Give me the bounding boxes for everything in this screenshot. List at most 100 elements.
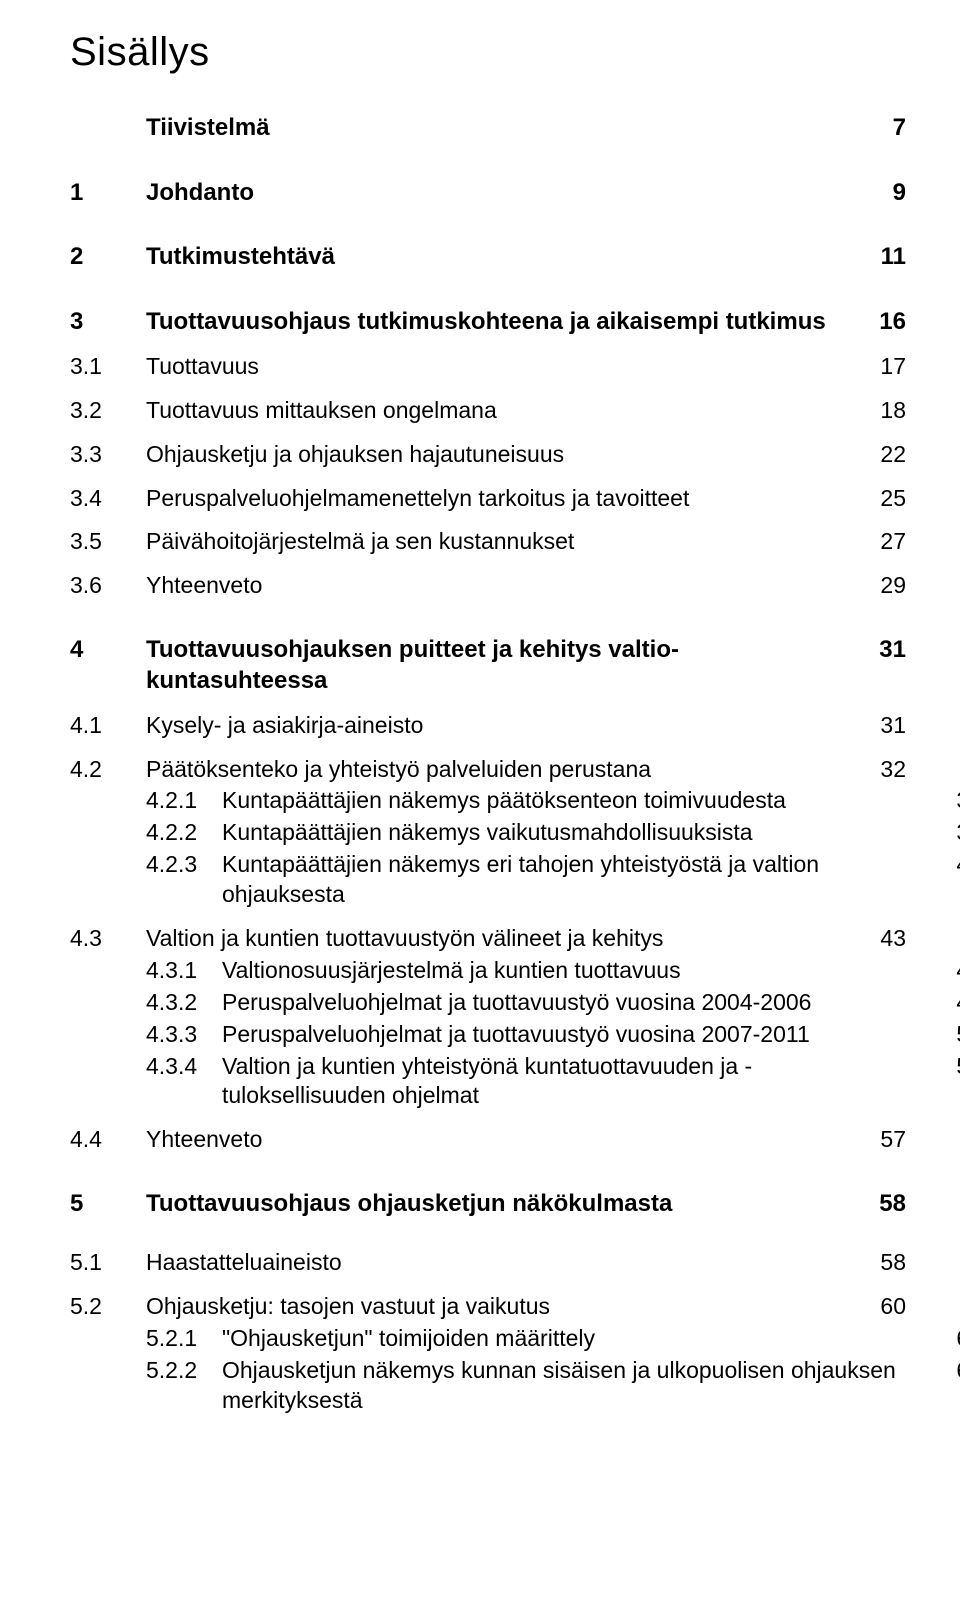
- toc-entry-number: 2: [70, 242, 146, 273]
- toc-entry-page: 54: [932, 1052, 960, 1082]
- toc-entry-label: Tutkimustehtävä: [146, 242, 856, 273]
- toc-entry-number: 3.4: [70, 484, 146, 514]
- toc-entry-page: 38: [932, 818, 960, 848]
- toc-entry-label: Peruspalveluohjelmamenettelyn tarkoitus …: [146, 484, 856, 514]
- toc-entry: 5.2Ohjausketju: tasojen vastuut ja vaiku…: [70, 1292, 906, 1322]
- toc-entry-number: 3.1: [70, 352, 146, 382]
- toc-entry-page: 63: [932, 1356, 960, 1386]
- toc-entry-label: Kuntapäättäjien näkemys eri tahojen yhte…: [222, 850, 932, 910]
- toc-entry: 5.2.2Ohjausketjun näkemys kunnan sisäise…: [70, 1356, 960, 1416]
- toc-entry-number: 3: [70, 307, 146, 338]
- toc-entry-page: 18: [856, 396, 906, 426]
- toc-entry-number: 4.1: [70, 711, 146, 741]
- toc-entry-number: 1: [70, 178, 146, 209]
- toc-entry: 5.2.1"Ohjausketjun" toimijoiden määritte…: [70, 1324, 960, 1354]
- toc-entry: 3.5Päivähoitojärjestelmä ja sen kustannu…: [70, 527, 906, 557]
- toc-entry: 4.3Valtion ja kuntien tuottavuustyön väl…: [70, 924, 906, 954]
- toc-entry-page: 17: [856, 352, 906, 382]
- page-title: Sisällys: [70, 30, 906, 75]
- toc-body: Tiivistelmä71Johdanto92Tutkimustehtävä11…: [70, 113, 906, 1415]
- toc-entry: 5Tuottavuusohjaus ohjausketjun näkökulma…: [70, 1189, 906, 1220]
- toc-entry-number: 4.2.2: [146, 818, 222, 848]
- toc-entry-label: Ohjausketju ja ohjauksen hajautuneisuus: [146, 440, 856, 470]
- toc-entry-page: 31: [856, 711, 906, 741]
- toc-entry-number: 4.2.1: [146, 786, 222, 816]
- toc-entry: 3.4Peruspalveluohjelmamenettelyn tarkoit…: [70, 484, 906, 514]
- toc-entry-label: Valtion ja kuntien tuottavuustyön väline…: [146, 924, 856, 954]
- toc-entry-label: Valtion ja kuntien yhteistyönä kuntatuot…: [222, 1052, 932, 1112]
- toc-entry-label: "Ohjausketjun" toimijoiden määrittely: [222, 1324, 932, 1354]
- toc-entry: 4.2.1Kuntapäättäjien näkemys päätöksente…: [70, 786, 960, 816]
- toc-entry-page: 40: [932, 850, 960, 880]
- toc-entry-number: 4.2: [70, 755, 146, 785]
- toc-entry: 2Tutkimustehtävä11: [70, 242, 906, 273]
- toc-entry-number: 4.3.1: [146, 956, 222, 986]
- toc-entry: 3.6Yhteenveto29: [70, 571, 906, 601]
- toc-entry-label: Päivähoitojärjestelmä ja sen kustannukse…: [146, 527, 856, 557]
- toc-entry-page: 31: [856, 635, 906, 666]
- toc-entry: 4.3.2Peruspalveluohjelmat ja tuottavuust…: [70, 988, 960, 1018]
- toc-entry: 4.4Yhteenveto57: [70, 1125, 906, 1155]
- toc-entry: 4.3.1Valtionosuusjärjestelmä ja kuntien …: [70, 956, 960, 986]
- toc-entry-page: 16: [856, 307, 906, 338]
- toc-entry-label: Kuntapäättäjien näkemys päätöksenteon to…: [222, 786, 932, 816]
- toc-entry-label: Yhteenveto: [146, 1125, 856, 1155]
- toc-entry: 3.2Tuottavuus mittauksen ongelmana18: [70, 396, 906, 426]
- toc-entry-number: 3.3: [70, 440, 146, 470]
- toc-entry-label: Peruspalveluohjelmat ja tuottavuustyö vu…: [222, 988, 932, 1018]
- toc-entry-number: 5.1: [70, 1248, 146, 1278]
- toc-entry: Tiivistelmä7: [70, 113, 906, 144]
- toc-entry: 5.1Haastatteluaineisto58: [70, 1248, 906, 1278]
- toc-entry-label: Kuntapäättäjien näkemys vaikutusmahdolli…: [222, 818, 932, 848]
- toc-entry: 3.3Ohjausketju ja ohjauksen hajautuneisu…: [70, 440, 906, 470]
- toc-entry-label: Yhteenveto: [146, 571, 856, 601]
- toc-entry-page: 11: [856, 242, 906, 273]
- toc-entry-page: 27: [856, 527, 906, 557]
- toc-entry: 4.1Kysely- ja asiakirja-aineisto31: [70, 711, 906, 741]
- toc-entry-label: Tuottavuusohjaus tutkimuskohteena ja aik…: [146, 307, 856, 338]
- toc-entry-label: Tuottavuusohjaus ohjausketjun näkökulmas…: [146, 1189, 856, 1220]
- toc-entry-number: 5: [70, 1189, 146, 1220]
- toc-entry-number: 3.6: [70, 571, 146, 601]
- toc-entry-label: Tuottavuusohjauksen puitteet ja kehitys …: [146, 635, 856, 696]
- toc-entry-page: 29: [856, 571, 906, 601]
- toc-entry-number: 5.2: [70, 1292, 146, 1322]
- toc-entry-label: Tuottavuus: [146, 352, 856, 382]
- toc-entry: 1Johdanto9: [70, 178, 906, 209]
- toc-entry-page: 44: [932, 956, 960, 986]
- toc-entry: 4.2.2Kuntapäättäjien näkemys vaikutusmah…: [70, 818, 960, 848]
- toc-entry-label: Haastatteluaineisto: [146, 1248, 856, 1278]
- toc-entry-label: Päätöksenteko ja yhteistyö palveluiden p…: [146, 755, 856, 785]
- toc-entry-number: 4.3.4: [146, 1052, 222, 1082]
- toc-entry-page: 58: [856, 1248, 906, 1278]
- toc-entry-page: 58: [856, 1189, 906, 1220]
- toc-entry-label: Valtionosuusjärjestelmä ja kuntien tuott…: [222, 956, 932, 986]
- toc-entry: 4.3.4Valtion ja kuntien yhteistyönä kunt…: [70, 1052, 960, 1112]
- toc-entry-number: 3.2: [70, 396, 146, 426]
- toc-entry-label: Ohjausketjun näkemys kunnan sisäisen ja …: [222, 1356, 932, 1416]
- toc-entry-page: 60: [856, 1292, 906, 1322]
- toc-entry-label: Tiivistelmä: [146, 113, 856, 144]
- toc-entry: 4.3.3Peruspalveluohjelmat ja tuottavuust…: [70, 1020, 960, 1050]
- toc-entry-number: 5.2.2: [146, 1356, 222, 1386]
- toc-entry: 4.2Päätöksenteko ja yhteistyö palveluide…: [70, 755, 906, 785]
- toc-entry-number: 4.3: [70, 924, 146, 954]
- toc-entry-number: 4.4: [70, 1125, 146, 1155]
- toc-entry-number: 3.5: [70, 527, 146, 557]
- toc-entry: 4Tuottavuusohjauksen puitteet ja kehitys…: [70, 635, 906, 696]
- toc-entry-page: 34: [932, 786, 960, 816]
- toc-entry-label: Kysely- ja asiakirja-aineisto: [146, 711, 856, 741]
- toc-entry-label: Johdanto: [146, 178, 856, 209]
- toc-entry-page: 43: [856, 924, 906, 954]
- toc-entry-page: 32: [856, 755, 906, 785]
- toc-entry-number: 4.3.2: [146, 988, 222, 1018]
- toc-entry-number: 4.3.3: [146, 1020, 222, 1050]
- toc-entry-label: Tuottavuus mittauksen ongelmana: [146, 396, 856, 426]
- toc-entry-page: 9: [856, 178, 906, 209]
- toc-entry-page: 60: [932, 1324, 960, 1354]
- toc-entry-number: 5.2.1: [146, 1324, 222, 1354]
- toc-entry-number: 4: [70, 635, 146, 666]
- toc-page: Sisällys Tiivistelmä7 1Johdanto9 2Tutkimus…: [0, 0, 960, 1607]
- toc-entry-page: 48: [932, 988, 960, 1018]
- toc-entry: 4.2.3Kuntapäättäjien näkemys eri tahojen…: [70, 850, 960, 910]
